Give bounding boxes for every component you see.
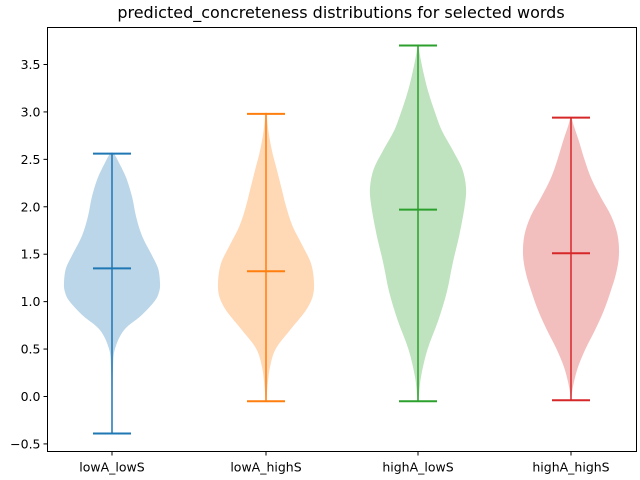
y-tick-label: −0.5	[10, 436, 40, 451]
y-tick-label: 0.5	[21, 342, 41, 357]
y-tick-label: 3.0	[21, 104, 41, 119]
y-tick-label: 1.5	[21, 247, 41, 262]
violin-group-lowA_highS	[217, 111, 315, 403]
violin-group-highA_highS	[522, 116, 620, 402]
x-tick-label: lowA_lowS	[79, 460, 144, 475]
violin-group-lowA_lowS	[63, 152, 161, 435]
y-tick-label: 3.5	[21, 57, 41, 72]
plot-area	[63, 44, 620, 435]
x-tick-label: highA_lowS	[382, 460, 453, 475]
x-tick-label: lowA_highS	[230, 460, 301, 475]
x-tick-label: highA_highS	[532, 460, 609, 475]
y-tick-label: 0.0	[21, 389, 41, 404]
chart-title: predicted_concreteness distributions for…	[117, 3, 564, 23]
y-axis: −0.5 0.0 0.5 1.0 1.5 2.0 2.5 3.0 3.5	[10, 57, 48, 451]
axes-frame	[47, 27, 637, 452]
violin-group-highA_lowS	[369, 44, 467, 403]
y-tick-label: 1.0	[21, 294, 41, 309]
y-tick-label: 2.0	[21, 199, 41, 214]
x-axis: lowA_lowS lowA_highS highA_lowS highA_highS	[79, 451, 610, 475]
y-tick-label: 2.5	[21, 152, 41, 167]
